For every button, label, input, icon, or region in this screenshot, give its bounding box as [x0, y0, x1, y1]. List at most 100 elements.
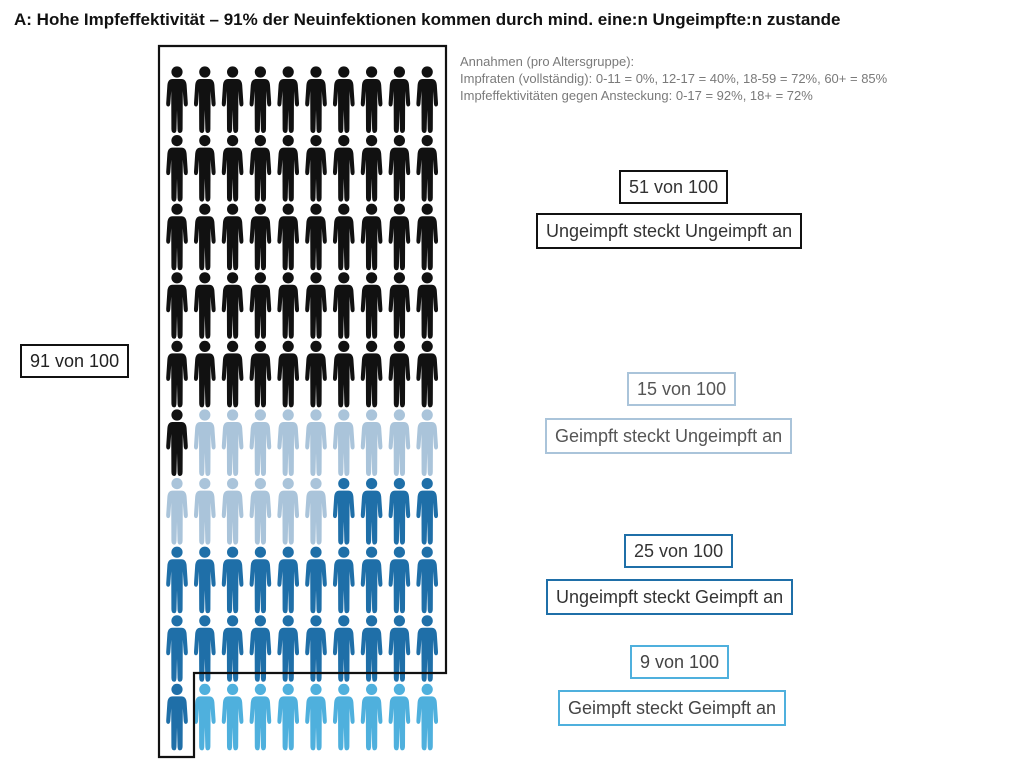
person-icon [166, 272, 188, 339]
person-icon [221, 409, 244, 476]
person-icon [249, 66, 272, 133]
person-icon [221, 66, 244, 133]
person-icon [388, 546, 411, 614]
person-icon [416, 340, 439, 408]
person-icon [277, 615, 300, 682]
person-icon [332, 615, 355, 682]
person-icon [305, 478, 327, 545]
person-icon [166, 66, 188, 133]
person-icon [277, 546, 300, 614]
person-icon [221, 340, 244, 408]
person-icon [360, 683, 383, 751]
person-icon [416, 478, 439, 545]
person-icon [193, 546, 216, 614]
person-icon [332, 683, 355, 751]
person-icon [416, 615, 439, 682]
legend-count-unvaccinated-to-unvaccinated: 51 von 100 [619, 170, 729, 204]
person-icon [416, 203, 439, 271]
person-icon [388, 615, 411, 682]
person-icon [388, 135, 411, 202]
person-icon [332, 135, 355, 202]
person-icon [193, 135, 216, 202]
vaccination-rates-text: Impfraten (vollständig): 0-11 = 0%, 12-1… [460, 71, 888, 86]
person-icon [277, 66, 300, 133]
person-icon [305, 135, 327, 202]
person-icon [193, 683, 216, 751]
person-icon [388, 683, 411, 751]
person-icon [193, 203, 216, 271]
person-icon [249, 135, 272, 202]
person-icon [166, 546, 188, 614]
person-icon [332, 272, 355, 339]
person-icon [249, 203, 272, 271]
person-icon [249, 340, 272, 408]
person-icon [221, 272, 244, 339]
person-icon [166, 478, 188, 545]
person-icon [332, 546, 355, 614]
person-icon [305, 203, 327, 271]
person-icon [277, 683, 300, 751]
person-icon [166, 615, 188, 682]
person-icon [193, 409, 216, 476]
person-icon [305, 615, 327, 682]
person-icon [277, 135, 300, 202]
person-icon [360, 615, 383, 682]
assumptions-heading: Annahmen (pro Altersgruppe): [460, 54, 635, 69]
person-icon [360, 66, 383, 133]
person-icon [221, 546, 244, 614]
person-icon [388, 66, 411, 133]
person-icon [416, 272, 439, 339]
person-icon [249, 478, 272, 545]
person-icon [305, 683, 327, 751]
person-icon [249, 409, 272, 476]
person-icon [221, 683, 244, 751]
person-icon [193, 340, 216, 408]
person-icon [388, 203, 411, 271]
person-icon [221, 135, 244, 202]
person-icon [416, 135, 439, 202]
person-icon [277, 478, 300, 545]
person-icon [305, 409, 327, 476]
person-icon [221, 615, 244, 682]
person-icon [360, 409, 383, 476]
legend-label-vaccinated-to-vaccinated: Geimpft steckt Geimpft an [558, 690, 787, 726]
chart-title: A: Hohe Impfeffektivität – 91% der Neuin… [14, 10, 841, 29]
person-icon [388, 272, 411, 339]
person-icon [249, 615, 272, 682]
person-icon [360, 272, 383, 339]
person-icon [166, 683, 188, 751]
person-icon [332, 340, 355, 408]
person-icon [416, 546, 439, 614]
person-icon [193, 66, 216, 133]
person-icon [166, 409, 188, 476]
person-icon [416, 66, 439, 133]
outlined-total-frame [157, 44, 448, 759]
person-icon [388, 478, 411, 545]
legend-count-vaccinated-to-vaccinated: 9 von 100 [630, 645, 730, 679]
person-icon [249, 546, 272, 614]
person-icon [305, 272, 327, 339]
person-icon [305, 546, 327, 614]
legend-count-vaccinated-to-unvaccinated: 15 von 100 [627, 372, 737, 406]
person-icon [360, 478, 383, 545]
person-icon [416, 409, 439, 476]
person-icon [277, 340, 300, 408]
person-icon [277, 409, 300, 476]
person-icon [249, 683, 272, 751]
person-icon [221, 203, 244, 271]
person-icon [221, 478, 244, 545]
person-icon [166, 340, 188, 408]
total-count-label: 91 von 100 [20, 344, 130, 378]
assumptions-note: Annahmen (pro Altersgruppe): Impfraten (… [460, 53, 887, 104]
vaccine-effectiveness-text: Impfeffektivitäten gegen Ansteckung: 0-1… [460, 88, 813, 103]
legend-label-unvaccinated-to-vaccinated: Ungeimpft steckt Geimpft an [546, 579, 794, 615]
person-icon [193, 615, 216, 682]
person-icon [388, 340, 411, 408]
person-icon [332, 66, 355, 133]
person-icon [388, 409, 411, 476]
person-icon [166, 135, 188, 202]
person-icon [277, 272, 300, 339]
person-icon [305, 340, 327, 408]
person-icon [193, 478, 216, 545]
